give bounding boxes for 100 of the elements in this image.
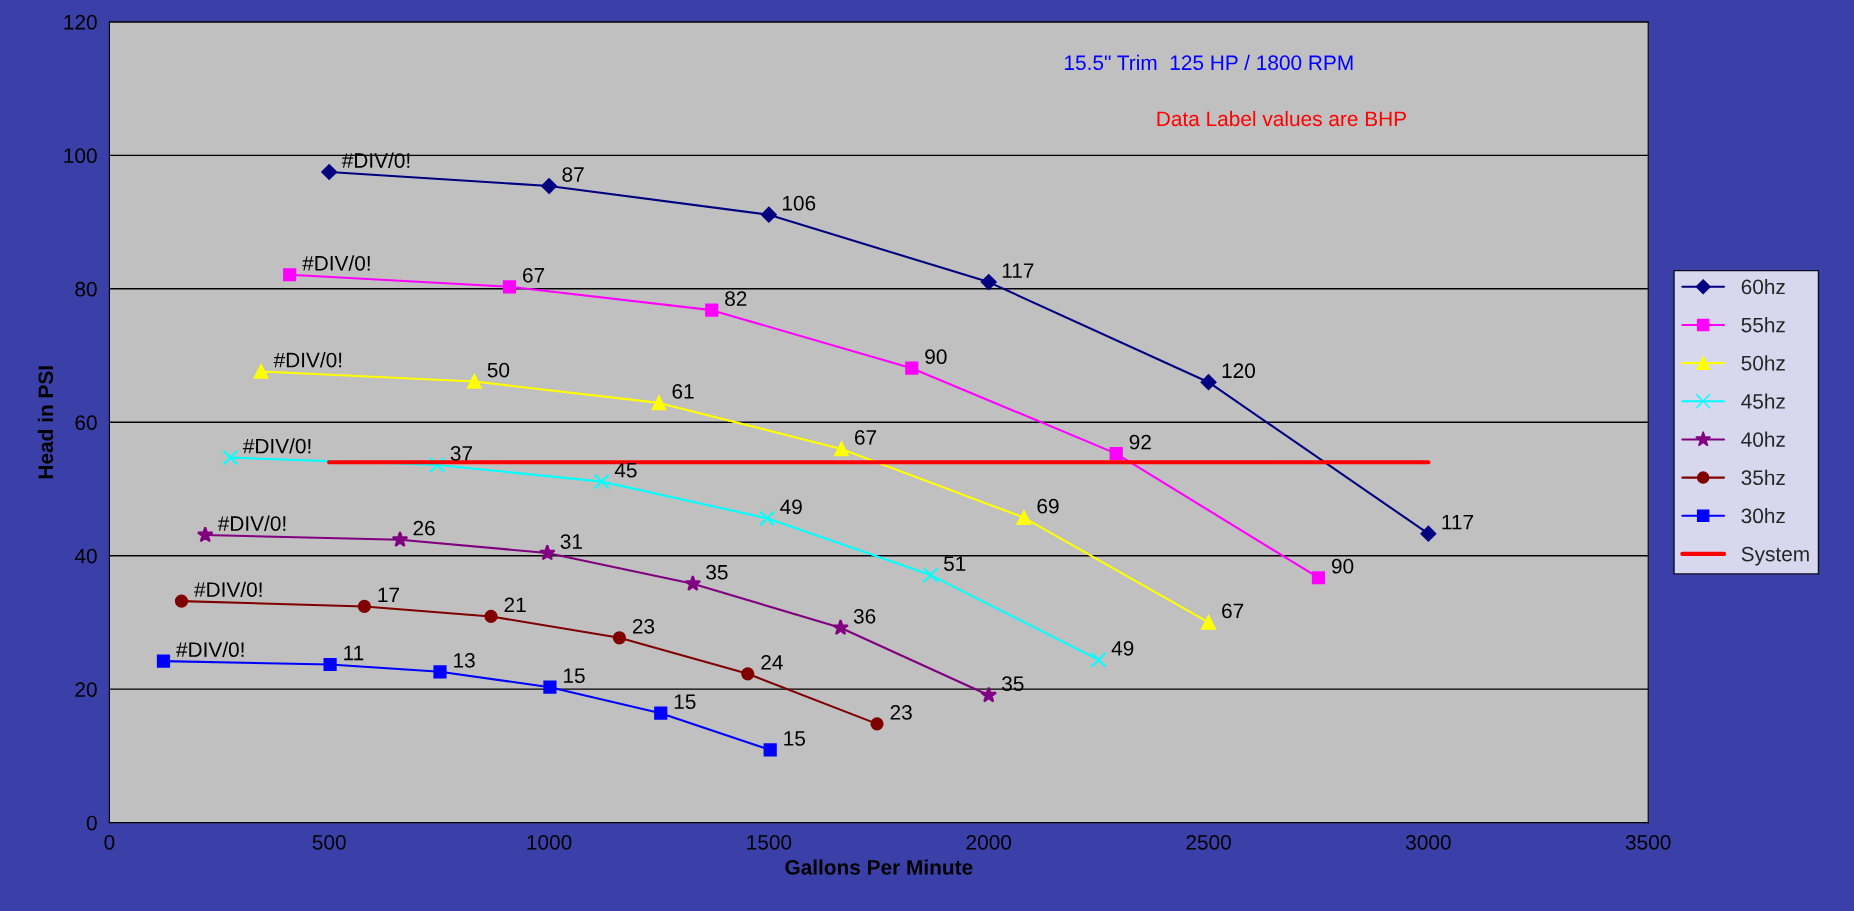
annotation: 15 (674, 694, 696, 710)
annotation: 67 (1222, 603, 1244, 619)
annotation: 23 (632, 618, 655, 634)
point (433, 665, 447, 679)
annotation: 106 (782, 195, 816, 211)
point (763, 743, 777, 757)
point (1200, 374, 1217, 391)
annotation: #DIV/0! (194, 581, 262, 597)
point (651, 395, 667, 411)
annotation: 82 (725, 291, 747, 307)
point (760, 206, 777, 223)
point (222, 449, 239, 466)
x-tick-label: 3000 (1406, 834, 1451, 850)
point (541, 178, 557, 194)
annotation: 90 (1331, 558, 1354, 574)
point (834, 441, 849, 457)
point (391, 531, 409, 547)
x-tick-label: 3500 (1625, 834, 1671, 850)
annotation: #DIV/0! (176, 641, 244, 658)
x-tick-label: 500 (312, 834, 346, 850)
annotation: 15 (564, 668, 585, 684)
y-axis-title: Head in PSI (37, 366, 54, 479)
annotation: 26 (413, 520, 435, 536)
annotation: 36 (853, 608, 876, 624)
annotation: 24 (761, 654, 783, 670)
annotation: 21 (504, 597, 526, 613)
point (538, 544, 556, 561)
annotation: Data Label values are BHP (1157, 110, 1406, 127)
y-tick-label: 60 (75, 415, 97, 430)
point (922, 567, 939, 584)
point (980, 686, 998, 703)
legend-label: 45hz (1741, 393, 1785, 409)
point (502, 280, 517, 294)
annotation: 117 (1442, 515, 1474, 530)
point (323, 657, 337, 672)
annotation: 50 (487, 362, 510, 378)
legend-label: 55hz (1741, 317, 1785, 333)
annotation: 15.5" Trim 125 HP / 1800 RPM (1065, 54, 1353, 71)
y-tick-label: 40 (74, 548, 97, 564)
point (253, 364, 269, 379)
x-tick-label: 1000 (527, 834, 572, 850)
point (741, 667, 755, 681)
annotation: 117 (1002, 263, 1034, 278)
point (1109, 447, 1123, 461)
legend-label: 50hz (1741, 355, 1785, 371)
point (484, 609, 498, 624)
x-tick-label: 2500 (1186, 834, 1231, 850)
point (612, 631, 626, 645)
point (467, 374, 482, 389)
point (905, 361, 919, 375)
point (705, 303, 719, 317)
y-tick-label: 120 (64, 14, 97, 30)
legend-label: 40hz (1741, 431, 1785, 447)
annotation: 92 (1129, 434, 1151, 450)
legend-label: 30hz (1741, 507, 1785, 524)
annotation: 45 (614, 462, 637, 478)
y-tick-label: 80 (75, 281, 97, 297)
annotation: 31 (560, 534, 582, 549)
point (759, 510, 776, 527)
point (429, 456, 446, 473)
point (1311, 571, 1326, 585)
x-tick-label: 1500 (747, 834, 792, 850)
annotation: 11 (344, 645, 364, 661)
annotation: #DIV/0! (302, 255, 370, 271)
legend-label: 35hz (1741, 469, 1785, 486)
annotation: 35 (706, 564, 728, 580)
point (1420, 525, 1437, 542)
x-axis-title: Gallons Per Minute (785, 859, 973, 875)
point (283, 268, 297, 282)
y-tick-label: 20 (75, 682, 97, 697)
x-tick-label: 0 (104, 834, 115, 850)
annotation: 67 (854, 430, 877, 445)
annotation: 90 (925, 349, 947, 365)
point (196, 526, 214, 543)
point (870, 717, 884, 731)
point (654, 706, 668, 720)
x-tick-label: 2000 (966, 834, 1012, 850)
annotation: 17 (378, 587, 400, 603)
annotation: 49 (1111, 640, 1134, 656)
point (684, 575, 702, 591)
point (543, 680, 557, 694)
point (832, 619, 849, 635)
annotation: 69 (1037, 498, 1059, 514)
annotation: 120 (1222, 363, 1255, 379)
point (980, 274, 997, 291)
point (321, 164, 338, 180)
annotation: 61 (672, 384, 694, 399)
point (1090, 651, 1107, 668)
point (357, 599, 371, 614)
annotation: 35 (1002, 676, 1024, 692)
annotation: 37 (450, 446, 472, 461)
legend-label: System (1741, 546, 1809, 566)
annotation: #DIV/0! (242, 438, 311, 454)
annotation: 51 (944, 556, 966, 571)
point (174, 594, 189, 608)
annotation: 23 (890, 704, 912, 720)
y-tick-label: 100 (64, 148, 97, 164)
annotation: 13 (454, 652, 475, 668)
annotation: 49 (780, 499, 802, 515)
y-tick-label: 0 (86, 815, 97, 831)
